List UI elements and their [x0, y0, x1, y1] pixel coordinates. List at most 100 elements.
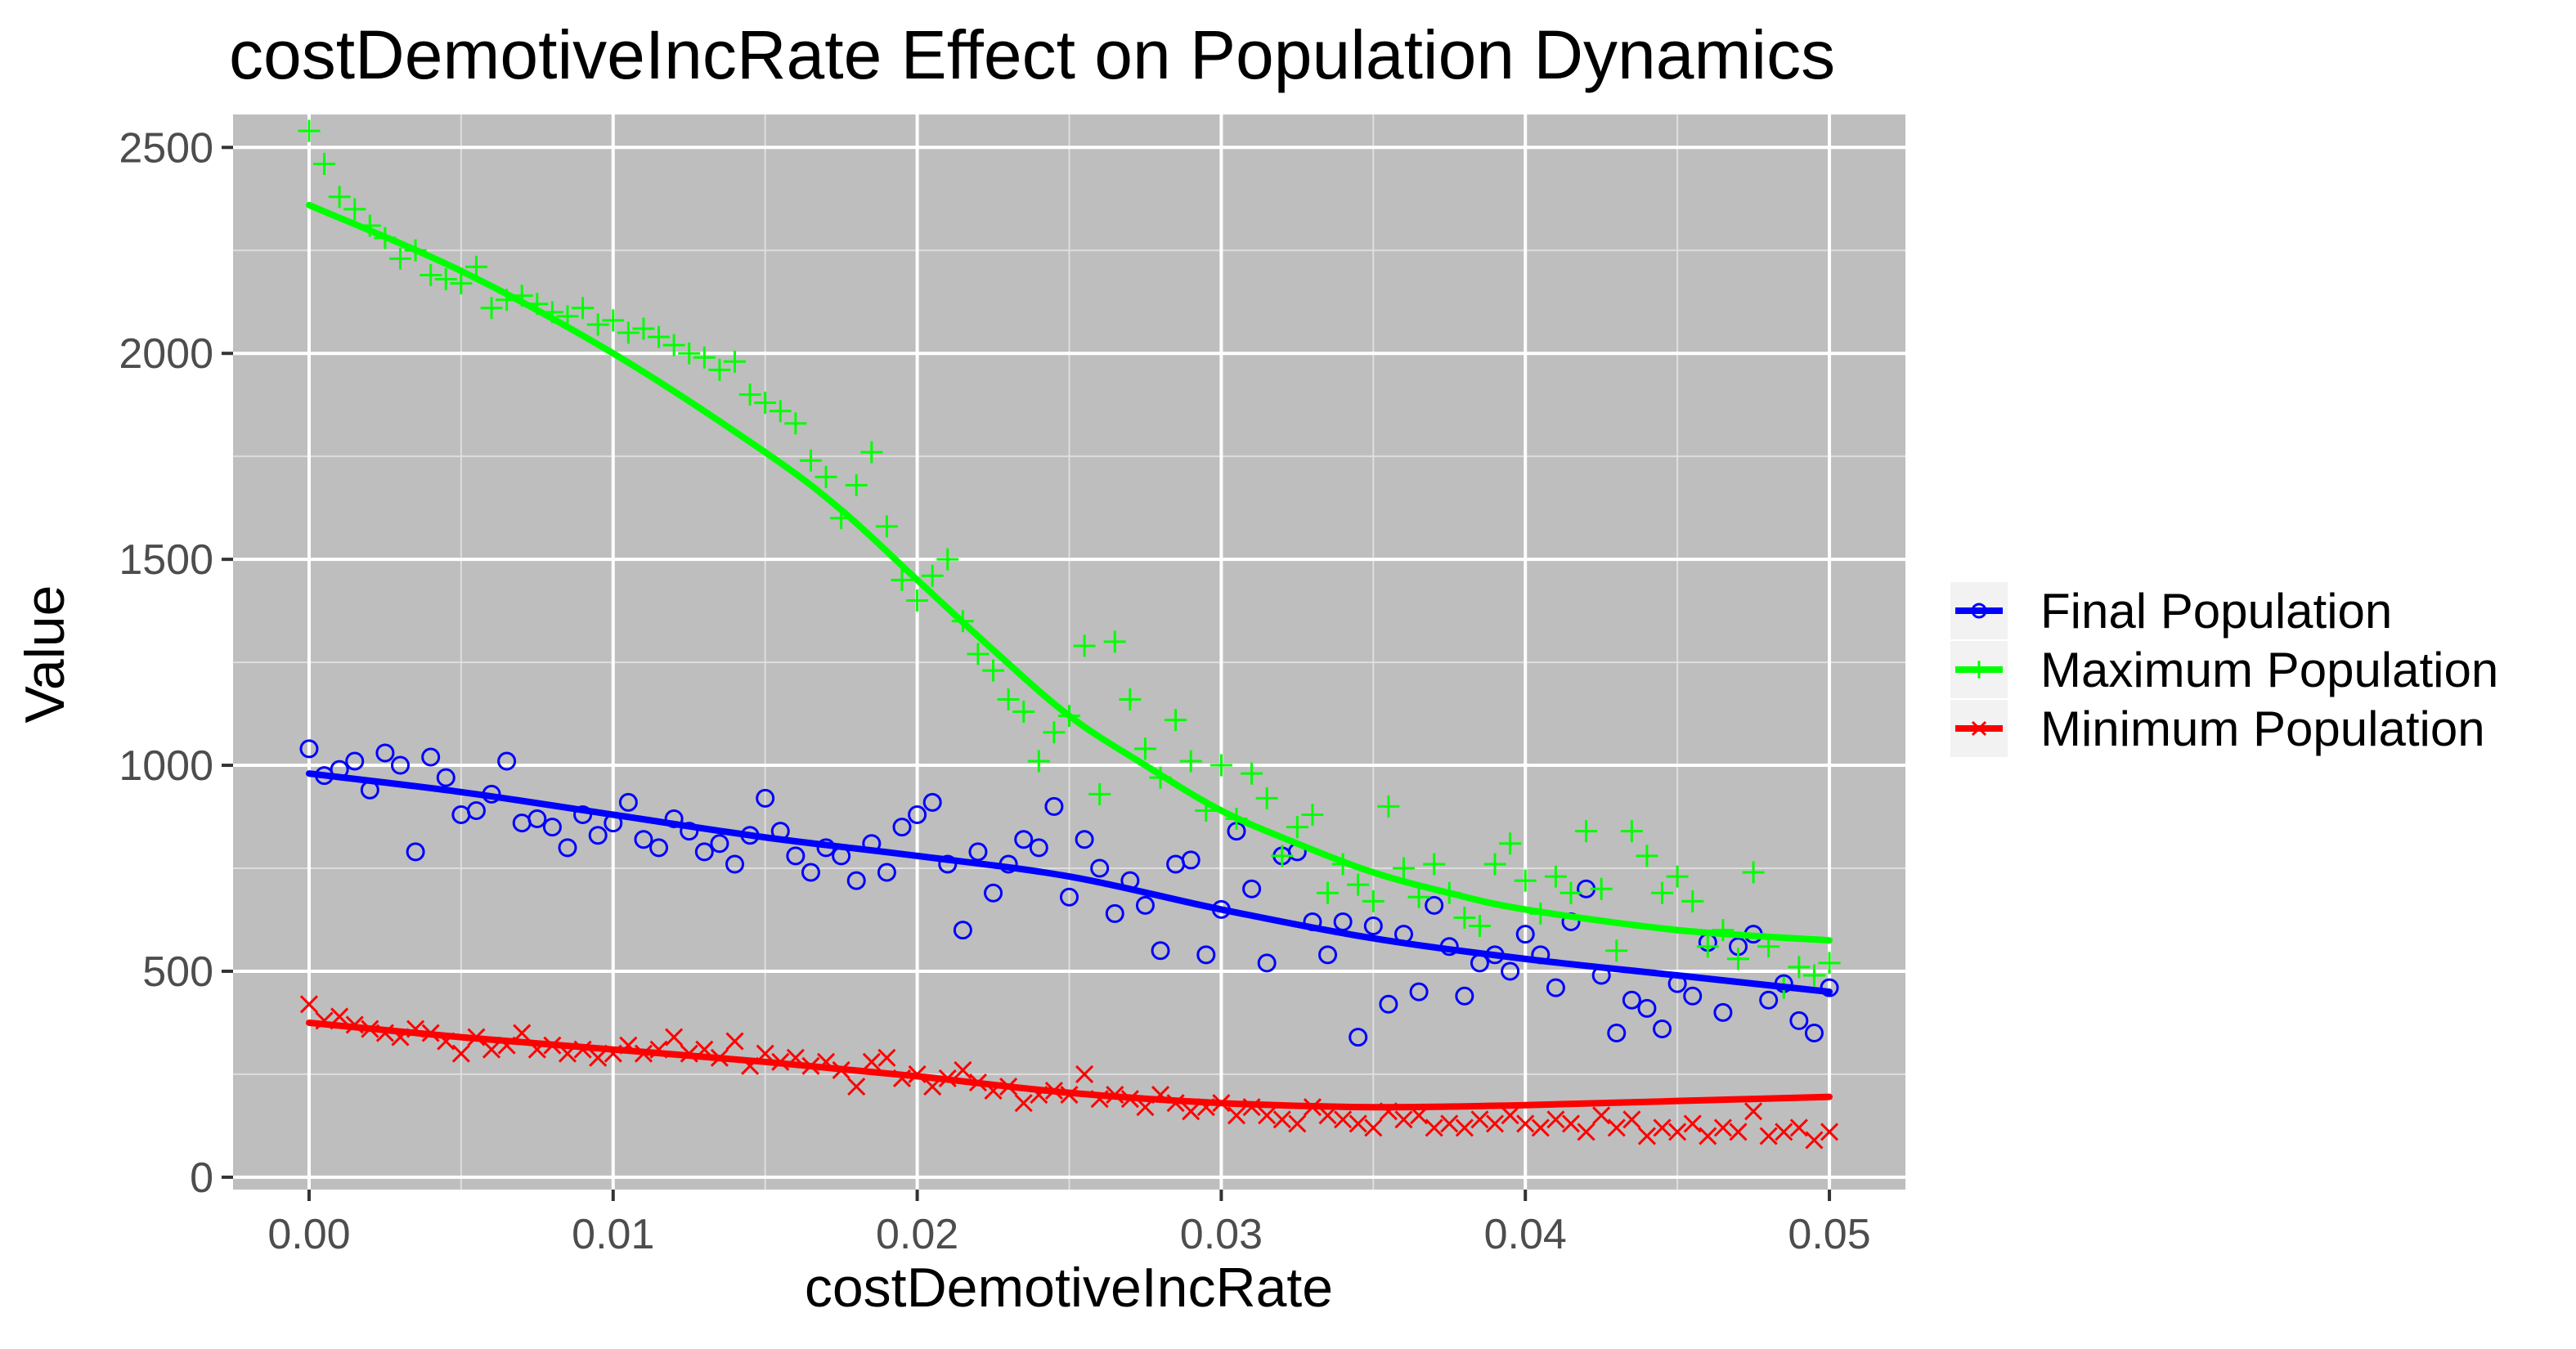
data-point	[1561, 1114, 1581, 1133]
data-point	[1271, 845, 1294, 867]
chart-title: costDemotiveIncRate Effect on Population…	[229, 16, 1835, 93]
data-point	[299, 739, 319, 759]
data-point	[482, 1040, 501, 1059]
data-point	[1334, 1110, 1353, 1129]
legend-label: Final Population	[2040, 584, 2392, 639]
data-point	[1012, 701, 1035, 724]
data-point	[1546, 1110, 1565, 1129]
y-axis-title: Value	[14, 585, 76, 724]
grid-minor	[233, 114, 1905, 1190]
data-point	[938, 854, 958, 874]
data-point	[632, 317, 655, 340]
data-point	[1029, 838, 1048, 858]
data-point	[1407, 885, 1430, 908]
data-point	[662, 334, 685, 356]
y-tick-label: 500	[142, 948, 213, 996]
data-point	[1681, 890, 1704, 912]
data-point	[1804, 1024, 1824, 1043]
y-tick-label: 1000	[119, 742, 213, 790]
data-point	[497, 751, 517, 771]
data-point	[922, 792, 942, 812]
data-point	[1242, 879, 1262, 899]
data-point	[754, 392, 777, 415]
data-point	[846, 871, 866, 890]
data-point	[1423, 853, 1446, 876]
data-point	[1789, 1118, 1808, 1137]
data-point	[968, 842, 988, 862]
data-point	[589, 1048, 608, 1067]
data-point	[420, 263, 442, 286]
data-point	[1666, 865, 1689, 888]
data-point	[1105, 903, 1124, 923]
trend-line-2	[305, 1019, 1833, 1111]
data-point	[588, 826, 608, 845]
data-point	[694, 842, 714, 862]
data-point	[602, 309, 625, 332]
data-point	[1592, 1106, 1611, 1125]
data-point	[1181, 850, 1200, 870]
data-point	[967, 643, 990, 666]
data-point	[389, 247, 411, 270]
data-point	[436, 768, 456, 787]
data-point	[1713, 1002, 1733, 1022]
data-point	[1377, 795, 1400, 818]
data-point	[1742, 861, 1765, 884]
legend-item: Maximum Population	[1950, 641, 2498, 698]
data-point	[1683, 986, 1703, 1006]
data-point	[313, 152, 336, 175]
data-point	[345, 751, 365, 771]
data-point	[586, 313, 609, 336]
data-point	[1729, 1123, 1748, 1141]
data-point	[1607, 1024, 1627, 1043]
data-point	[1364, 1118, 1383, 1137]
data-point	[1696, 935, 1719, 958]
data-point	[1044, 796, 1064, 816]
x-tick-label: 0.03	[1180, 1211, 1263, 1258]
data-point	[1043, 721, 1066, 744]
data-point	[1622, 1110, 1641, 1129]
data-point	[1241, 762, 1263, 785]
data-point	[1318, 945, 1338, 965]
data-point	[892, 818, 912, 837]
data-point	[299, 995, 319, 1014]
data-point	[738, 383, 761, 406]
data-point	[1286, 816, 1308, 839]
data-point	[558, 838, 577, 858]
data-point	[1014, 830, 1034, 849]
data-point	[1485, 1114, 1505, 1133]
data-point	[1272, 1110, 1291, 1129]
data-point	[1775, 1123, 1793, 1141]
data-point	[769, 400, 792, 423]
trend-line-0	[305, 770, 1833, 996]
data-point	[1653, 1020, 1672, 1039]
data-point	[1802, 964, 1825, 987]
data-point	[997, 688, 1020, 710]
data-point	[891, 568, 913, 591]
data-point	[1605, 939, 1628, 962]
x-tick-label: 0.05	[1788, 1211, 1870, 1258]
data-point	[1425, 895, 1444, 915]
data-point	[1255, 787, 1278, 809]
data-point	[343, 198, 366, 221]
data-point	[649, 838, 669, 858]
y-tick-label: 0	[190, 1154, 213, 1202]
trend-line-1	[305, 201, 1833, 944]
data-point	[906, 589, 929, 612]
data-point	[1440, 1114, 1459, 1133]
data-point	[451, 1044, 470, 1063]
data-point	[1727, 948, 1749, 970]
data-point	[328, 186, 351, 208]
data-point	[1744, 1102, 1763, 1121]
data-point	[1514, 869, 1537, 892]
data-point	[1103, 630, 1126, 653]
data-point	[1531, 1118, 1550, 1137]
x-tick-label: 0.04	[1484, 1211, 1567, 1258]
data-point	[1544, 865, 1567, 888]
data-point	[725, 1032, 744, 1051]
data-point	[665, 1028, 684, 1046]
data-point	[1347, 873, 1370, 896]
data-point	[1349, 1028, 1368, 1047]
data-point	[1501, 961, 1520, 981]
data-point	[1394, 1110, 1413, 1129]
